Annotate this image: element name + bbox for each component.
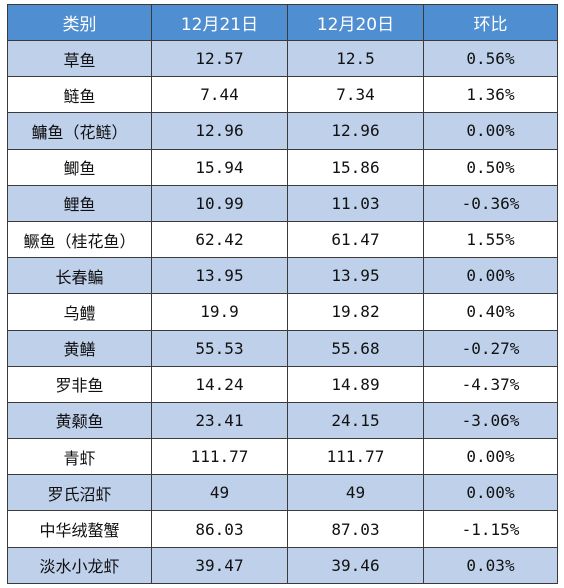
dec20-price-cell: 7.34	[287, 76, 424, 114]
dec21-price-cell: 14.24	[151, 365, 288, 403]
category-cell: 淡水小龙虾	[7, 546, 152, 585]
table-row: 鳙鱼（花鲢） 12.96 12.96 0.00%	[7, 112, 558, 150]
dec20-price-cell: 87.03	[287, 510, 424, 548]
category-cell: 鳜鱼（桂花鱼）	[7, 220, 152, 259]
change-cell: 0.03%	[423, 546, 558, 585]
category-cell: 黄颡鱼	[7, 401, 152, 440]
table-row: 长春鳊 13.95 13.95 0.00%	[7, 257, 558, 295]
category-cell: 青虾	[7, 438, 152, 476]
change-cell: 0.00%	[423, 112, 558, 150]
dec20-price-cell: 15.86	[287, 148, 424, 186]
dec20-price-cell: 11.03	[287, 184, 424, 222]
price-table: 类别 12月21日 12月20日 环比 草鱼 12.57 12.5 0.56% 鲢鱼 7.…	[7, 4, 558, 585]
table-row: 乌鳢 19.9 19.82 0.40%	[7, 293, 558, 331]
change-cell: 0.56%	[423, 39, 558, 78]
dec20-price-cell: 49	[287, 474, 424, 512]
table-row: 鲫鱼 15.94 15.86 0.50%	[7, 148, 558, 186]
dec21-price-cell: 13.95	[151, 257, 288, 295]
dec21-price-cell: 23.41	[151, 401, 288, 440]
category-cell: 鲤鱼	[7, 184, 152, 222]
change-cell: 0.50%	[423, 148, 558, 186]
dec20-price-cell: 12.96	[287, 112, 424, 150]
table-row: 鲤鱼 10.99 11.03 -0.36%	[7, 184, 558, 222]
dec21-price-cell: 15.94	[151, 148, 288, 186]
dec20-price-cell: 24.15	[287, 401, 424, 440]
header-category: 类别	[7, 4, 152, 41]
table-row: 淡水小龙虾 39.47 39.46 0.03%	[7, 546, 558, 585]
dec21-price-cell: 12.57	[151, 39, 288, 78]
category-cell: 鲫鱼	[7, 148, 152, 186]
dec21-price-cell: 86.03	[151, 510, 288, 548]
change-cell: 0.00%	[423, 474, 558, 512]
dec21-price-cell: 62.42	[151, 220, 288, 259]
category-cell: 鲢鱼	[7, 76, 152, 114]
dec21-price-cell: 55.53	[151, 329, 288, 367]
category-cell: 黄鳝	[7, 329, 152, 367]
table-row: 鲢鱼 7.44 7.34 1.36%	[7, 76, 558, 114]
change-cell: -0.27%	[423, 329, 558, 367]
category-cell: 草鱼	[7, 39, 152, 78]
dec20-price-cell: 55.68	[287, 329, 424, 367]
change-cell: 1.55%	[423, 220, 558, 259]
change-cell: 0.40%	[423, 293, 558, 331]
dec21-price-cell: 12.96	[151, 112, 288, 150]
dec20-price-cell: 39.46	[287, 546, 424, 585]
table-row: 罗氏沼虾 49 49 0.00%	[7, 474, 558, 512]
header-dec21: 12月21日	[151, 4, 288, 41]
change-cell: -3.06%	[423, 401, 558, 440]
change-cell: 1.36%	[423, 76, 558, 114]
category-cell: 鳙鱼（花鲢）	[7, 112, 152, 150]
change-cell: -1.15%	[423, 510, 558, 548]
category-cell: 长春鳊	[7, 257, 152, 295]
dec20-price-cell: 61.47	[287, 220, 424, 259]
table-body: 草鱼 12.57 12.5 0.56% 鲢鱼 7.44 7.34 1.36% 鳙鱼（花鲢） 12.…	[7, 39, 558, 585]
dec21-price-cell: 49	[151, 474, 288, 512]
change-cell: 0.00%	[423, 438, 558, 476]
table-header-row: 类别 12月21日 12月20日 环比	[7, 4, 558, 41]
dec20-price-cell: 19.82	[287, 293, 424, 331]
header-mom-change: 环比	[423, 4, 558, 41]
table-row: 青虾 111.77 111.77 0.00%	[7, 438, 558, 476]
table-row: 中华绒螯蟹 86.03 87.03 -1.15%	[7, 510, 558, 548]
category-cell: 罗非鱼	[7, 365, 152, 403]
category-cell: 罗氏沼虾	[7, 474, 152, 512]
table-row: 黄颡鱼 23.41 24.15 -3.06%	[7, 401, 558, 440]
table-row: 黄鳝 55.53 55.68 -0.27%	[7, 329, 558, 367]
dec21-price-cell: 10.99	[151, 184, 288, 222]
table-row: 草鱼 12.57 12.5 0.56%	[7, 39, 558, 78]
dec20-price-cell: 12.5	[287, 39, 424, 78]
dec21-price-cell: 7.44	[151, 76, 288, 114]
header-dec20: 12月20日	[287, 4, 424, 41]
dec20-price-cell: 111.77	[287, 438, 424, 476]
change-cell: -4.37%	[423, 365, 558, 403]
change-cell: 0.00%	[423, 257, 558, 295]
table-row: 罗非鱼 14.24 14.89 -4.37%	[7, 365, 558, 403]
dec20-price-cell: 13.95	[287, 257, 424, 295]
table-row: 鳜鱼（桂花鱼） 62.42 61.47 1.55%	[7, 220, 558, 259]
dec21-price-cell: 39.47	[151, 546, 288, 585]
dec21-price-cell: 19.9	[151, 293, 288, 331]
dec20-price-cell: 14.89	[287, 365, 424, 403]
change-cell: -0.36%	[423, 184, 558, 222]
dec21-price-cell: 111.77	[151, 438, 288, 476]
category-cell: 中华绒螯蟹	[7, 510, 152, 548]
category-cell: 乌鳢	[7, 293, 152, 331]
